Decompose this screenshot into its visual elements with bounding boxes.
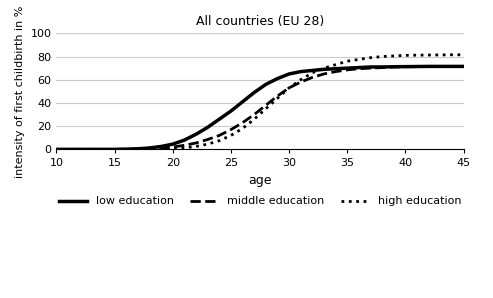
X-axis label: age: age (248, 174, 272, 187)
Legend: low education, middle education, high education: low education, middle education, high ed… (55, 192, 465, 211)
Y-axis label: intensity of first childbirth in %: intensity of first childbirth in % (15, 5, 25, 178)
Title: All countries (EU 28): All countries (EU 28) (196, 15, 324, 28)
